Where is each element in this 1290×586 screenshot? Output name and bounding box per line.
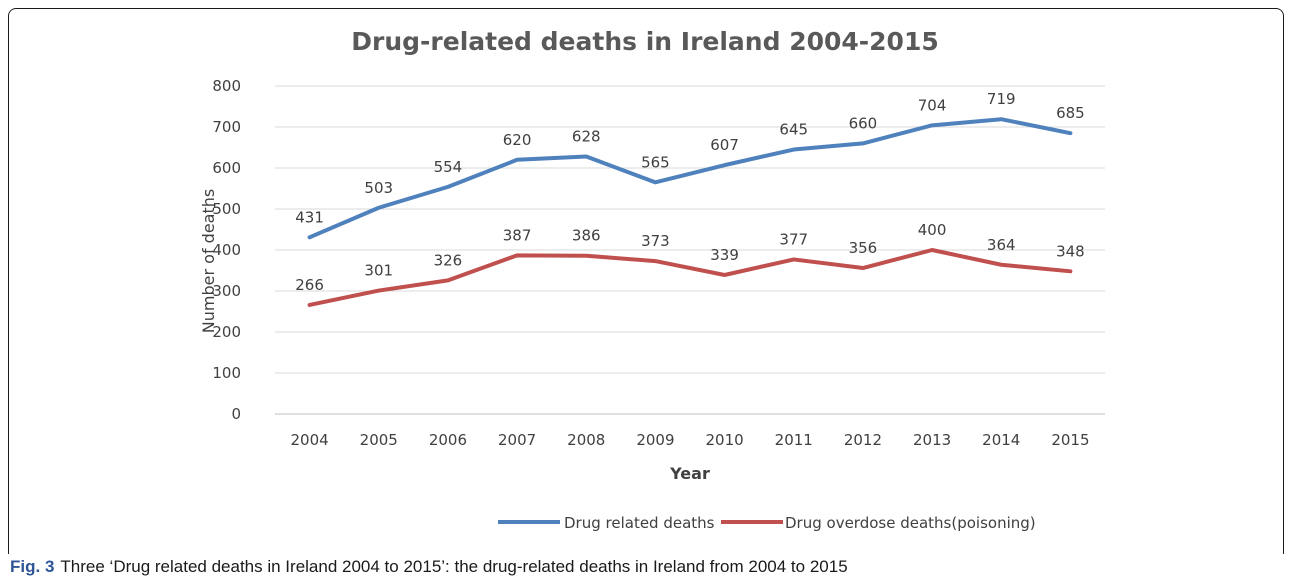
figure-caption: Fig. 3 Three ‘Drug related deaths in Irel… xyxy=(10,557,848,577)
x-tick-labels: 2004 2005 2006 2007 2008 2009 2010 2011 2012 2013… xyxy=(290,431,1089,449)
data-label: 628 xyxy=(572,128,601,146)
x-tick-label: 2005 xyxy=(360,431,398,449)
data-label: 704 xyxy=(918,96,947,114)
x-axis-title: Year xyxy=(669,464,710,483)
y-tick-label: 0 xyxy=(231,405,241,423)
y-tick-labels: 0 100 200 300 400 500 600 700 800 xyxy=(212,77,241,423)
gridlines xyxy=(275,85,1105,415)
x-tick-label: 2009 xyxy=(636,431,674,449)
chart-title: Drug-related deaths in Ireland 2004-2015 xyxy=(351,27,938,56)
data-label: 348 xyxy=(1056,242,1085,260)
y-tick-label: 200 xyxy=(212,323,241,341)
y-axis-title: Number of deaths xyxy=(199,189,218,333)
x-tick-label: 2015 xyxy=(1051,431,1089,449)
legend-label: Drug related deaths xyxy=(564,514,715,532)
y-tick-label: 500 xyxy=(212,200,241,218)
data-label: 266 xyxy=(295,276,324,294)
data-label: 356 xyxy=(849,239,878,257)
x-tick-label: 2012 xyxy=(844,431,882,449)
y-tick-label: 100 xyxy=(212,364,241,382)
x-tick-label: 2011 xyxy=(775,431,813,449)
x-tick-label: 2004 xyxy=(290,431,328,449)
y-tick-label: 300 xyxy=(212,282,241,300)
x-tick-label: 2010 xyxy=(705,431,743,449)
y-tick-label: 800 xyxy=(212,77,241,95)
data-label: 645 xyxy=(779,121,808,139)
x-tick-label: 2008 xyxy=(567,431,605,449)
data-label: 377 xyxy=(779,230,808,248)
data-label: 620 xyxy=(503,131,532,149)
series-line-2 xyxy=(307,248,1073,307)
data-label: 364 xyxy=(987,236,1016,254)
x-tick-label: 2013 xyxy=(913,431,951,449)
chart-frame xyxy=(8,8,1284,554)
x-tick-label: 2006 xyxy=(429,431,467,449)
data-label: 339 xyxy=(710,246,739,264)
series-line-1 xyxy=(307,117,1073,240)
y-tick-label: 400 xyxy=(212,241,241,259)
data-label: 326 xyxy=(434,251,463,269)
data-label: 301 xyxy=(364,262,393,280)
data-label: 565 xyxy=(641,153,670,171)
legend-label: Drug overdose deaths(poisoning) xyxy=(785,514,1036,532)
data-label: 503 xyxy=(364,179,393,197)
figure-label: Fig. 3 xyxy=(10,557,55,576)
data-label: 386 xyxy=(572,227,601,245)
data-label: 660 xyxy=(849,114,878,132)
legend: Drug related deaths Drug overdose deaths(… xyxy=(498,514,1036,532)
y-tick-label: 600 xyxy=(212,159,241,177)
data-labels: 431 503 554 620 628 565 607 645 660 704 719 685 266 3… xyxy=(295,90,1084,294)
y-tick-label: 700 xyxy=(212,118,241,136)
data-label: 387 xyxy=(503,226,532,244)
data-label: 554 xyxy=(434,158,463,176)
data-label: 719 xyxy=(987,90,1016,108)
data-label: 373 xyxy=(641,232,670,250)
x-tick-label: 2014 xyxy=(982,431,1020,449)
data-label: 431 xyxy=(295,208,324,226)
series-lines xyxy=(307,117,1073,307)
data-label: 400 xyxy=(918,221,947,239)
line-chart: Drug-related deaths in Ireland 2004-2015… xyxy=(199,27,1105,532)
x-tick-label: 2007 xyxy=(498,431,536,449)
data-label: 607 xyxy=(710,136,739,154)
data-label: 685 xyxy=(1056,104,1085,122)
caption-text: Three ‘Drug related deaths in Ireland 20… xyxy=(60,557,848,576)
